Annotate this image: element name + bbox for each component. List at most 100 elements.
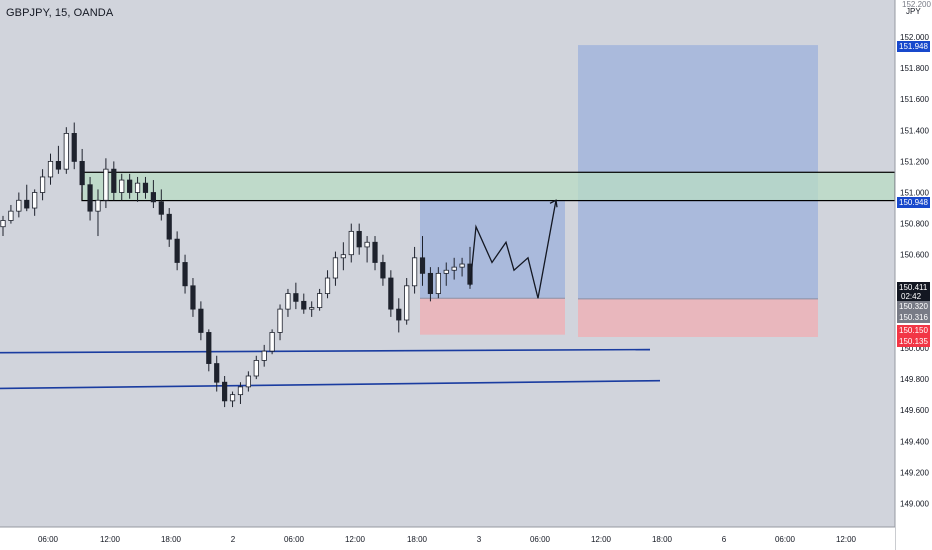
time-tick-label: 12:00	[100, 535, 121, 544]
time-tick-label: 3	[477, 535, 482, 544]
candle-body	[111, 168, 117, 193]
time-tick-label: 12:00	[591, 535, 612, 544]
time-tick-label: 06:00	[38, 535, 59, 544]
supply-zone	[81, 171, 896, 202]
price-badge-label: 150.411	[899, 283, 928, 292]
candle-body	[63, 133, 69, 170]
price-tick-label: 152.000	[900, 33, 929, 42]
support-line-upper	[0, 348, 651, 354]
candle-body	[253, 360, 259, 377]
price-tick-label: 149.600	[900, 406, 929, 415]
candle-body	[324, 277, 331, 294]
time-axis-background	[0, 527, 895, 550]
price-badge	[897, 312, 930, 323]
price-badge	[897, 41, 930, 52]
candle-body	[47, 160, 54, 178]
price-badge-label: 150.150	[899, 326, 928, 335]
price-badge	[897, 336, 930, 347]
time-tick-label: 6	[722, 535, 727, 544]
candle-body	[8, 210, 14, 221]
projected-arrow-head	[549, 199, 558, 208]
candle-body	[356, 230, 362, 248]
candle-body	[388, 277, 394, 310]
price-badge	[897, 301, 930, 312]
price-tick-label: 150.800	[900, 220, 929, 229]
price-tick-label: 151.000	[900, 189, 929, 198]
candle-body	[214, 363, 220, 383]
candle-body	[95, 199, 101, 212]
candle-body	[229, 394, 236, 402]
candle-body	[269, 332, 275, 352]
candle-body	[451, 266, 457, 271]
price-tick-partial: 152.200	[902, 0, 931, 9]
candle-body	[182, 262, 188, 287]
time-tick-label: 12:00	[836, 535, 857, 544]
price-tick-label: 151.800	[900, 64, 929, 73]
price-tick-label: 149.400	[900, 437, 929, 446]
candle-body	[348, 230, 354, 256]
time-tick-label: 18:00	[407, 535, 428, 544]
price-badge-label: 150.320	[899, 302, 928, 311]
price-badge-countdown: 02:42	[901, 292, 922, 301]
candle-body	[285, 293, 291, 310]
price-tick-label: 150.000	[900, 344, 929, 353]
candle-body	[198, 308, 204, 333]
price-badge	[897, 325, 930, 336]
time-tick-label: 18:00	[161, 535, 182, 544]
candle-body	[237, 386, 244, 396]
time-tick-label: 06:00	[775, 535, 796, 544]
candle-body	[404, 285, 410, 321]
candle-body	[293, 293, 299, 302]
price-tick-label: 151.200	[900, 157, 929, 166]
candle-body	[372, 241, 378, 263]
candle-body	[0, 220, 6, 228]
price-badge-label: 150.948	[899, 198, 928, 207]
candle-body	[411, 257, 418, 287]
stop-box-2	[578, 298, 818, 338]
price-tick-label: 149.800	[900, 375, 929, 384]
candle-body	[222, 381, 228, 402]
candle-body	[317, 293, 323, 308]
currency-label: JPY	[906, 7, 921, 16]
price-badge-label: 150.316	[899, 313, 928, 322]
candle-body	[301, 300, 307, 310]
price-axis-background	[895, 0, 932, 550]
price-tick-label: 149.200	[900, 468, 929, 477]
projected-path	[469, 200, 557, 299]
candle-body	[158, 201, 164, 215]
support-line-lower	[0, 379, 661, 390]
candle-body	[309, 307, 315, 310]
candle-body	[435, 272, 441, 294]
candle-body	[166, 213, 172, 240]
price-badge-label: 150.135	[899, 337, 928, 346]
candle-body	[71, 133, 77, 162]
candle-body	[32, 192, 38, 209]
candle-body	[190, 285, 196, 310]
candle-body	[443, 269, 449, 274]
candle-body	[419, 257, 426, 274]
candle-body	[332, 257, 339, 279]
candle-body	[24, 199, 30, 209]
candle-body	[55, 160, 62, 170]
candle-body	[427, 272, 434, 294]
candle-body	[87, 184, 93, 212]
candle-body	[39, 176, 46, 193]
time-tick-label: 18:00	[652, 535, 673, 544]
price-tick-label: 150.600	[900, 251, 929, 260]
candle-body	[16, 199, 22, 212]
time-tick-label: 06:00	[530, 535, 551, 544]
candle-body	[103, 168, 109, 201]
symbol-label: GBPJPY, 15, OANDA	[6, 7, 114, 19]
candle-body	[150, 192, 156, 203]
price-badge	[897, 282, 930, 302]
time-tick-label: 12:00	[345, 535, 366, 544]
candle-body	[174, 238, 180, 263]
candle-body	[245, 375, 251, 388]
candle-body	[459, 263, 465, 268]
candle-body	[277, 308, 283, 333]
candle-body	[142, 182, 149, 193]
time-tick-label: 2	[231, 535, 236, 544]
candle-body	[119, 179, 125, 193]
